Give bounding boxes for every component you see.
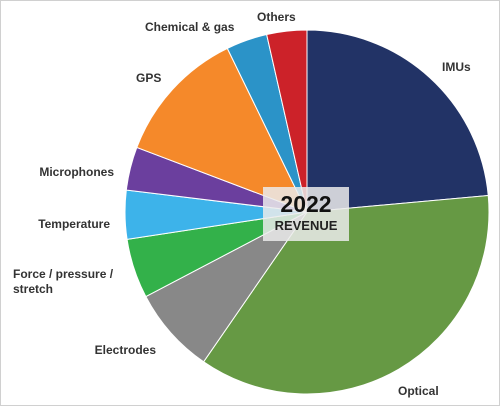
pie-slice-imus [306, 29, 489, 213]
pie-slice-gps [136, 47, 309, 213]
label-gps: GPS [136, 71, 161, 85]
center-label-box: 2022 REVENUE [263, 187, 349, 241]
pie-slice-others [266, 29, 308, 213]
label-imus: IMUs [442, 60, 471, 74]
label-microphones: Microphones [39, 165, 114, 179]
label-temperature: Temperature [38, 217, 110, 231]
pie-slices [124, 29, 490, 395]
center-year: 2022 [280, 191, 332, 217]
label-electrodes: Electrodes [95, 343, 157, 357]
label-force: Force / pressure / stretch [13, 267, 114, 296]
pie-slice-optical [202, 194, 490, 395]
label-optical: Optical [398, 384, 439, 398]
label-chemical: Chemical & gas [145, 20, 235, 34]
label-others: Others [257, 10, 296, 24]
center-revenue: REVENUE [274, 218, 338, 233]
